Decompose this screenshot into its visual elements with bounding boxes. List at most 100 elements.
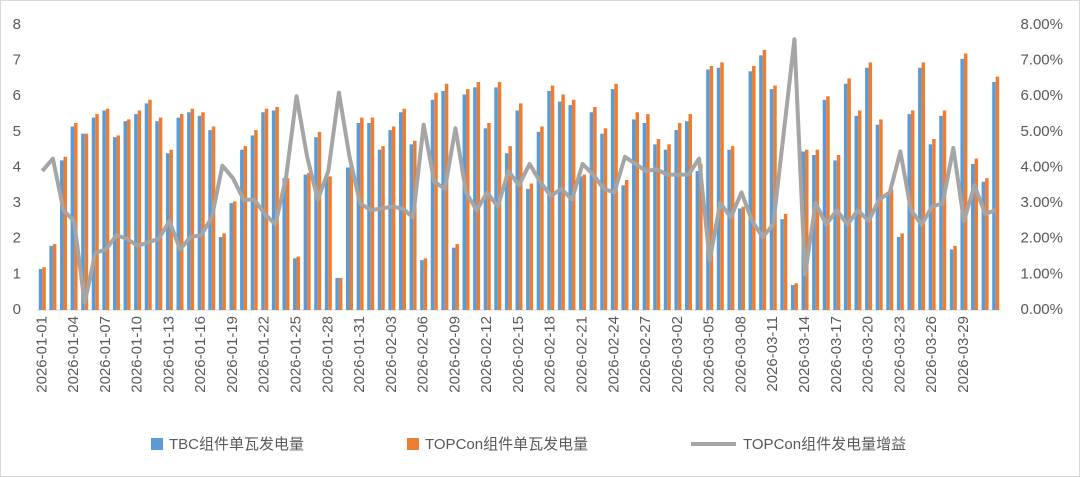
x-tick-label: 2026-01-16 xyxy=(192,316,209,393)
bar xyxy=(550,85,555,310)
x-tick-label: 2026-02-12 xyxy=(478,316,495,393)
y2-tick-label: 7.00% xyxy=(1020,52,1063,69)
bar xyxy=(201,112,205,310)
bar xyxy=(285,178,290,310)
y2-tick-label: 3.00% xyxy=(1020,194,1063,211)
x-tick-label: 2026-02-06 xyxy=(415,316,432,393)
y-tick-label: 0 xyxy=(13,301,21,318)
bar xyxy=(473,87,477,310)
bar xyxy=(293,258,297,310)
bar xyxy=(346,167,350,310)
bar xyxy=(600,133,604,310)
x-tick-label: 2026-01-19 xyxy=(224,316,241,393)
bar xyxy=(222,233,226,310)
bar xyxy=(303,174,308,310)
bar xyxy=(971,163,975,310)
x-tick-label: 2026-02-21 xyxy=(574,316,591,393)
x-tick-label: 2026-01-28 xyxy=(319,316,336,393)
bar xyxy=(391,126,396,310)
bar xyxy=(603,128,608,310)
bar xyxy=(684,121,689,310)
bar xyxy=(706,69,710,310)
bar xyxy=(296,256,301,310)
bar xyxy=(451,247,456,310)
bar xyxy=(158,117,163,310)
bar xyxy=(102,110,106,310)
bar xyxy=(144,103,149,310)
y-tick-label: 3 xyxy=(13,194,21,211)
x-tick-label: 2026-02-03 xyxy=(383,316,400,393)
bar xyxy=(907,114,911,310)
bar xyxy=(928,144,933,310)
bar xyxy=(716,67,721,310)
bar xyxy=(900,233,904,310)
bar xyxy=(879,119,883,310)
bar xyxy=(187,112,191,310)
x-tick-label: 2026-01-07 xyxy=(97,316,114,393)
bar xyxy=(81,133,85,310)
y2-tick-label: 6.00% xyxy=(1020,87,1063,104)
bar xyxy=(105,108,110,310)
bar xyxy=(921,62,926,310)
bar xyxy=(985,178,989,310)
bar xyxy=(487,122,491,310)
bar xyxy=(812,155,816,310)
bar xyxy=(632,119,636,310)
bar xyxy=(642,122,647,310)
bar xyxy=(794,283,798,310)
bar xyxy=(314,137,318,310)
bar xyxy=(413,140,417,310)
bar xyxy=(240,149,244,310)
legend-label: TOPCon组件发电量增益 xyxy=(743,436,906,453)
bar xyxy=(229,203,233,310)
bar xyxy=(123,121,128,310)
bar xyxy=(335,277,339,310)
bar xyxy=(624,179,629,310)
bar xyxy=(805,149,809,310)
x-tick-label: 2026-01-13 xyxy=(160,316,177,393)
y2-tick-label: 8.00% xyxy=(1020,16,1063,33)
bar xyxy=(49,245,53,310)
bar xyxy=(557,101,562,310)
bar xyxy=(349,165,354,310)
x-tick-label: 2026-03-08 xyxy=(732,316,749,393)
bar xyxy=(165,153,170,310)
bar xyxy=(155,121,159,310)
bar xyxy=(737,208,742,310)
bar xyxy=(91,117,96,310)
x-tick-label: 2026-01-22 xyxy=(256,316,273,393)
bar xyxy=(232,201,237,310)
legend-label: TBC组件单瓦发电量 xyxy=(169,436,304,453)
bar xyxy=(74,122,78,310)
bar xyxy=(653,144,657,310)
bar xyxy=(896,236,901,310)
x-tick-label: 2026-03-05 xyxy=(701,316,718,393)
legend-swatch xyxy=(151,438,163,450)
bar xyxy=(112,137,117,310)
bar xyxy=(730,146,735,310)
bar xyxy=(127,119,131,310)
bar xyxy=(963,53,968,310)
y-tick-label: 6 xyxy=(13,87,21,104)
bar xyxy=(939,115,943,310)
x-tick-label: 2026-02-24 xyxy=(605,316,622,393)
bar xyxy=(769,89,774,310)
x-tick-label: 2026-03-11 xyxy=(764,316,781,392)
bar xyxy=(875,124,880,310)
bar xyxy=(176,117,181,310)
bar xyxy=(84,133,89,310)
bar xyxy=(494,87,498,310)
x-tick-label: 2026-02-09 xyxy=(446,316,463,393)
bar xyxy=(444,83,449,310)
bar xyxy=(762,49,767,310)
bar xyxy=(338,277,343,310)
bar xyxy=(674,130,678,310)
x-tick-label: 2026-01-01 xyxy=(33,316,50,393)
bar xyxy=(476,82,481,310)
bar xyxy=(95,114,99,310)
bar xyxy=(709,65,714,310)
y-tick-label: 7 xyxy=(13,52,21,69)
bar xyxy=(949,249,954,310)
bar xyxy=(540,126,544,310)
bar xyxy=(250,135,255,310)
